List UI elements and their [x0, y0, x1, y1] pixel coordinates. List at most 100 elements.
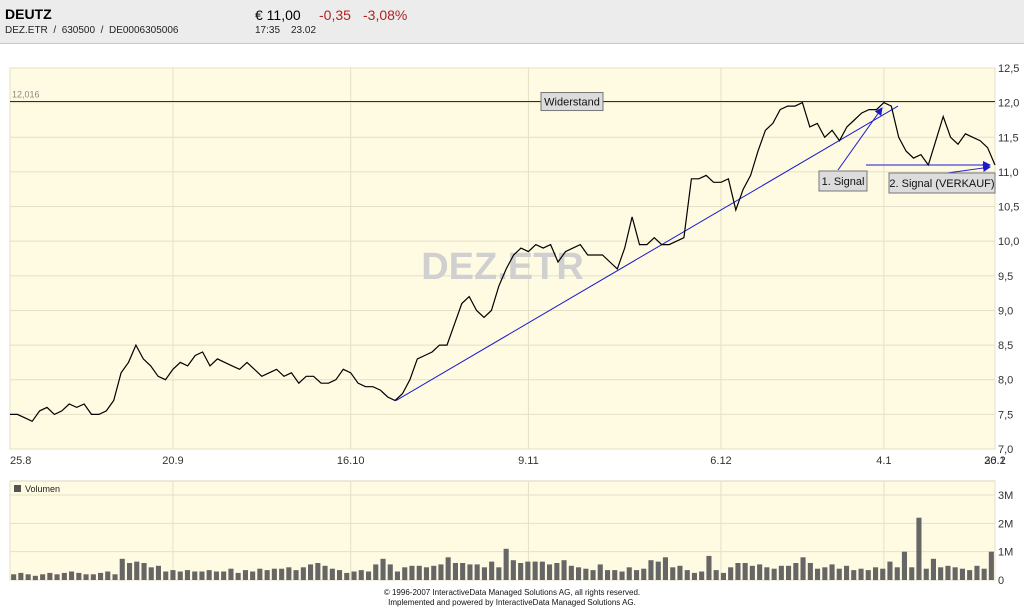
copyright-text: © 1996-2007 InteractiveData Managed Solu… — [383, 588, 641, 597]
volume-bar — [720, 572, 726, 580]
volume-bar — [155, 565, 161, 580]
volume-bar — [61, 572, 67, 580]
volume-bar — [670, 567, 676, 581]
watermark-text: DEZ.ETR — [421, 246, 584, 288]
volume-bar — [416, 565, 422, 580]
volume-bar — [235, 572, 241, 580]
volume-bar — [829, 564, 835, 580]
volume-bar — [380, 558, 386, 581]
signal1-label-box — [818, 170, 868, 192]
security-name: DEUTZ — [5, 6, 52, 22]
volume-bar — [47, 572, 53, 580]
volume-bar — [286, 567, 292, 581]
volume-bar — [771, 568, 777, 580]
volume-bar — [612, 570, 618, 580]
volume-bar — [836, 568, 842, 580]
volume-bar — [554, 563, 560, 580]
powered-by-text: Implemented and powered by InteractiveDa… — [388, 598, 636, 607]
volume-bar — [923, 568, 929, 580]
x-tick-label: 25.8 — [10, 455, 31, 467]
volume-bar — [170, 570, 176, 580]
volume-bar — [706, 555, 712, 580]
volume-bar — [851, 570, 857, 580]
volume-bar — [163, 571, 169, 580]
isin: DE0006305006 — [108, 25, 179, 36]
volume-y-tick-label: 2M — [998, 518, 1013, 530]
x-tick-label: 30.1 — [984, 455, 1005, 467]
volume-bar — [431, 565, 437, 580]
volume-bar — [757, 564, 763, 580]
volume-bar — [547, 564, 553, 580]
resistance-label: Widerstand — [540, 92, 604, 112]
volume-bar — [945, 565, 951, 580]
volume-bar — [177, 571, 183, 580]
volume-bar — [988, 551, 994, 580]
volume-bar — [373, 564, 379, 580]
footer: © 1996-2007 InteractiveData Managed Solu… — [0, 586, 1024, 609]
volume-bar — [568, 565, 574, 580]
quote-time: 17:35 — [255, 25, 281, 36]
y-tick-label: 8,5 — [998, 340, 1013, 352]
volume-bar — [40, 574, 46, 580]
volume-bar — [807, 563, 813, 580]
volume-bar — [481, 567, 487, 581]
signal1-arrow — [837, 107, 883, 171]
volume-bar — [250, 571, 256, 580]
volume-bar — [894, 567, 900, 581]
quote-date: 23.02 — [291, 25, 317, 36]
volume-bar — [735, 563, 741, 580]
volume-bar — [467, 564, 473, 580]
price-chart: 7,0 7,5 8,0 8,5 9,0 9,5 10,0 10,5 11,0 11,5 12,0 12… — [9, 63, 1019, 586]
volume-bar — [749, 565, 755, 580]
y-tick-label: 9,0 — [998, 305, 1013, 317]
volume-bar — [148, 567, 154, 581]
signal1-label: 1. Signal — [818, 170, 868, 192]
volume-bar — [76, 572, 82, 580]
volume-bar — [634, 570, 640, 580]
volume-bar — [858, 568, 864, 580]
volume-bar — [677, 565, 683, 580]
volume-bar — [445, 557, 451, 580]
volume-bar — [322, 565, 328, 580]
volume-bar — [518, 563, 524, 580]
volume-bar — [619, 571, 625, 580]
volume-bar — [887, 561, 893, 580]
volume-bar — [865, 570, 871, 580]
volume-bar — [141, 563, 147, 580]
volume-bar — [605, 570, 611, 580]
volume-bar — [32, 575, 38, 581]
volume-bar — [938, 567, 944, 581]
signal2-label-text: 2. Signal (VERKAUF) — [889, 178, 994, 190]
x-tick-label: 20.9 — [162, 455, 183, 467]
last-price: € 11,00 — [255, 7, 301, 23]
volume-bar — [641, 568, 647, 580]
volume-bar — [264, 570, 270, 580]
volume-bar — [90, 574, 96, 580]
volume-bar — [684, 570, 690, 580]
y-tick-label: 9,5 — [998, 271, 1013, 283]
volume-bar — [337, 570, 343, 580]
security-identifiers: DEZ.ETR / 630500 / DE0006305006 — [5, 25, 179, 36]
volume-bar — [18, 572, 24, 580]
volume-bar — [532, 561, 538, 580]
volume-bar — [358, 570, 364, 580]
volume-legend-label: Volumen — [25, 484, 60, 494]
x-tick-label: 4.1 — [876, 455, 891, 467]
volume-bar — [423, 567, 429, 581]
volume-bar — [626, 567, 632, 581]
volume-bar — [474, 564, 480, 580]
volume-bar — [930, 558, 936, 581]
volume-bar — [662, 557, 668, 580]
volume-bar — [742, 563, 748, 580]
volume-bar — [489, 561, 495, 580]
volume-bar — [105, 571, 111, 580]
resistance-label-box — [540, 92, 604, 112]
y-tick-label: 12,5 — [998, 63, 1019, 75]
volume-bar — [112, 574, 118, 580]
x-tick-label: 9.11 — [518, 455, 539, 467]
y-tick-label: 11,0 — [998, 167, 1019, 179]
volume-bar — [793, 563, 799, 580]
volume-y-tick-label: 0 — [998, 575, 1004, 586]
volume-bar — [460, 563, 466, 580]
volume-bar — [257, 568, 263, 580]
